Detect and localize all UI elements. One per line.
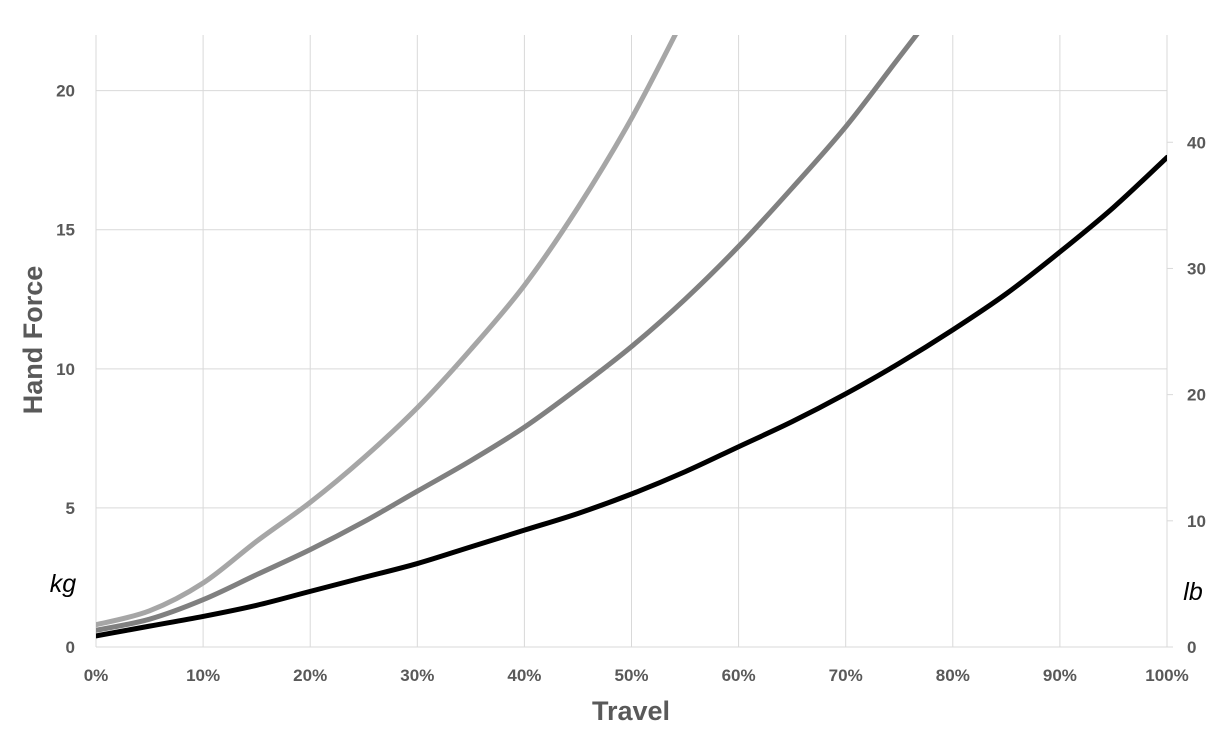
y2-tick-label: 20 (1187, 386, 1206, 405)
series-line-3 (96, 154, 1167, 639)
y-tick-label: 20 (56, 82, 75, 101)
y-tick-label: 0 (66, 638, 75, 657)
y-unit-label: kg (50, 570, 77, 598)
series-line-2 (96, 35, 920, 633)
y-axis-title: Hand Force (18, 266, 48, 415)
y2-tick-label: 30 (1187, 259, 1206, 278)
tick-labels: 0% 10% 20% 30% 40% 50% 60% 70% 80% 90% 100% 0 5 10 15 2… (56, 82, 1206, 685)
x-tick-label: 20% (293, 666, 327, 685)
x-tick-label: 0% (84, 666, 109, 685)
y-tick-label: 5 (66, 499, 75, 518)
x-tick-label: 90% (1043, 666, 1077, 685)
x-tick-label: 30% (400, 666, 434, 685)
series-lines (96, 35, 1167, 639)
x-tick-label: 100% (1145, 666, 1188, 685)
y2-tick-label: 40 (1187, 133, 1206, 152)
x-tick-label: 40% (507, 666, 541, 685)
x-tick-label: 70% (829, 666, 863, 685)
y-tick-label: 15 (56, 221, 75, 240)
series-line-1 (96, 35, 678, 628)
y-tick-label: 10 (56, 360, 75, 379)
x-tick-label: 60% (722, 666, 756, 685)
x-axis-title: Travel (592, 696, 670, 726)
x-tick-label: 50% (614, 666, 648, 685)
x-tick-label: 10% (186, 666, 220, 685)
x-tick-label: 80% (936, 666, 970, 685)
y2-tick-label: 0 (1187, 638, 1196, 657)
y2-tick-label: 10 (1187, 512, 1206, 531)
grid (95, 35, 1173, 648)
y2-unit-label: lb (1183, 578, 1203, 606)
